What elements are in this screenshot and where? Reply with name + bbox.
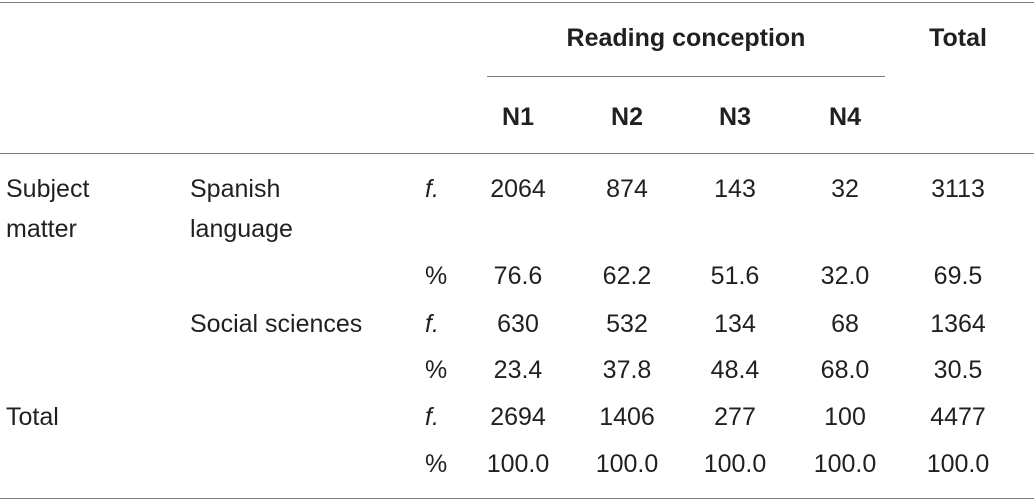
group-header-reading-conception: Reading conception — [566, 24, 806, 52]
table-cell: 100 — [824, 403, 866, 431]
table-cell: 143 — [714, 175, 756, 203]
table-cell-total: 30.5 — [933, 356, 983, 384]
table-cell: 68.0 — [820, 356, 870, 384]
table-cell: 532 — [606, 310, 648, 338]
table-cell: 76.6 — [493, 262, 543, 290]
row-group-total: Total — [6, 403, 59, 431]
measure-label: f. — [425, 403, 439, 431]
table-cell: 32 — [831, 175, 859, 203]
column-header-n3: N3 — [719, 103, 751, 131]
table-cell: 100.0 — [703, 450, 767, 478]
column-header-n4: N4 — [829, 103, 861, 131]
table-cell-total: 1364 — [930, 310, 986, 338]
table-bottom-rule — [0, 498, 1034, 499]
table-cell: 68 — [831, 310, 859, 338]
column-header-n1: N1 — [502, 103, 534, 131]
column-header-total: Total — [929, 24, 987, 52]
table-cell: 277 — [714, 403, 756, 431]
measure-label: f. — [425, 310, 439, 338]
measure-label: % — [425, 262, 448, 290]
table-cell-total: 3113 — [931, 175, 985, 203]
measure-label: f. — [425, 175, 439, 203]
table-cell: 32.0 — [820, 262, 870, 290]
header-bottom-rule — [0, 153, 1034, 154]
table-top-rule — [0, 2, 1034, 3]
group-header-underline — [487, 76, 885, 77]
table-cell-total: 100.0 — [926, 450, 990, 478]
row-group-subject-matter-line2: matter — [6, 215, 77, 243]
table-cell-total: 4477 — [930, 403, 986, 431]
row-category-social-sciences: Social sciences — [190, 310, 363, 338]
measure-label: % — [425, 450, 448, 478]
table-cell: 630 — [497, 310, 539, 338]
table-cell: 100.0 — [813, 450, 877, 478]
table-cell: 874 — [606, 175, 648, 203]
table-cell: 1406 — [599, 403, 655, 431]
column-header-n2: N2 — [611, 103, 643, 131]
table-cell: 23.4 — [493, 356, 543, 384]
table-cell: 100.0 — [486, 450, 550, 478]
table-cell: 2064 — [490, 175, 546, 203]
table-cell: 51.6 — [710, 262, 760, 290]
table-cell: 62.2 — [602, 262, 652, 290]
row-category-spanish-line2: language — [190, 215, 293, 243]
table-cell: 134 — [714, 310, 756, 338]
row-category-spanish-line1: Spanish — [190, 175, 281, 203]
table-cell: 2694 — [490, 403, 546, 431]
table-cell: 100.0 — [595, 450, 659, 478]
row-group-subject-matter-line1: Subject — [6, 175, 90, 203]
table-cell: 48.4 — [710, 356, 760, 384]
table-cell: 37.8 — [602, 356, 652, 384]
table-cell-total: 69.5 — [933, 262, 983, 290]
measure-label: % — [425, 356, 448, 384]
